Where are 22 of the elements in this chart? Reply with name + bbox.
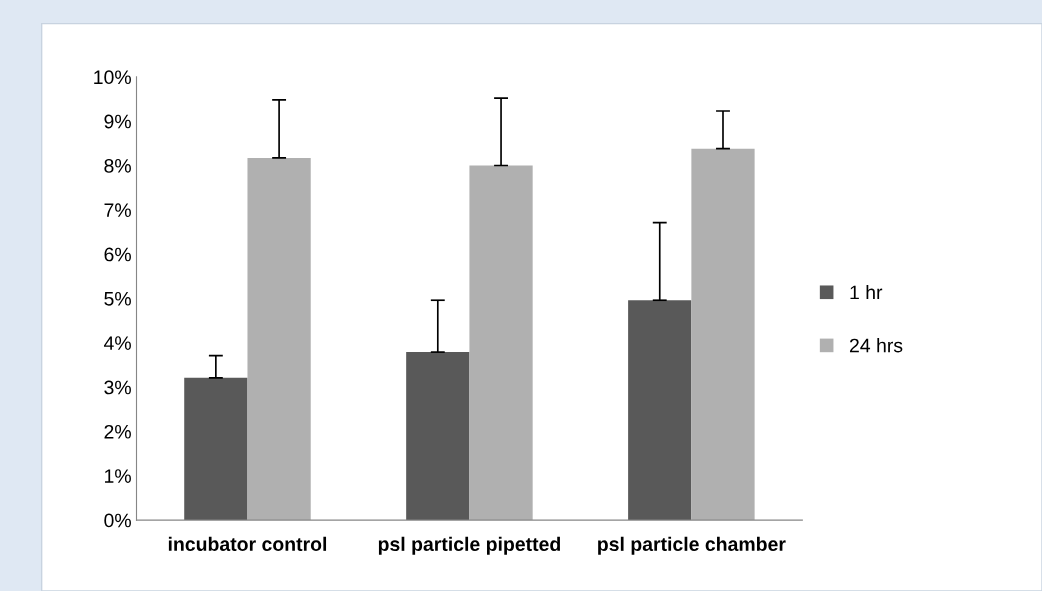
x-tick-label: psl particle pipetted <box>378 536 560 555</box>
bar <box>469 165 533 521</box>
legend-label: 24 hrs <box>849 338 903 353</box>
y-tick-label: 9% <box>104 114 131 129</box>
y-tick-label: 1% <box>105 469 131 483</box>
bar <box>406 352 470 521</box>
y-tick-label: 3% <box>104 380 131 395</box>
y-tick-label: 5% <box>104 292 131 306</box>
y-tick-label: 6% <box>104 247 131 262</box>
bar <box>628 300 692 521</box>
y-tick-label: 7% <box>104 203 131 217</box>
x-tick-label: incubator control <box>168 536 327 552</box>
y-tick-label: 10% <box>94 70 131 85</box>
bar <box>247 157 311 521</box>
bar <box>184 377 248 521</box>
y-tick-label: 2% <box>104 424 131 439</box>
y-tick-label: 8% <box>104 158 131 173</box>
y-tick-label: 4% <box>103 336 131 350</box>
y-tick-label: 0% <box>104 513 131 528</box>
legend-label: 1 hr <box>850 284 883 300</box>
bar <box>691 148 755 521</box>
x-tick-label: psl particle chamber <box>598 536 786 555</box>
